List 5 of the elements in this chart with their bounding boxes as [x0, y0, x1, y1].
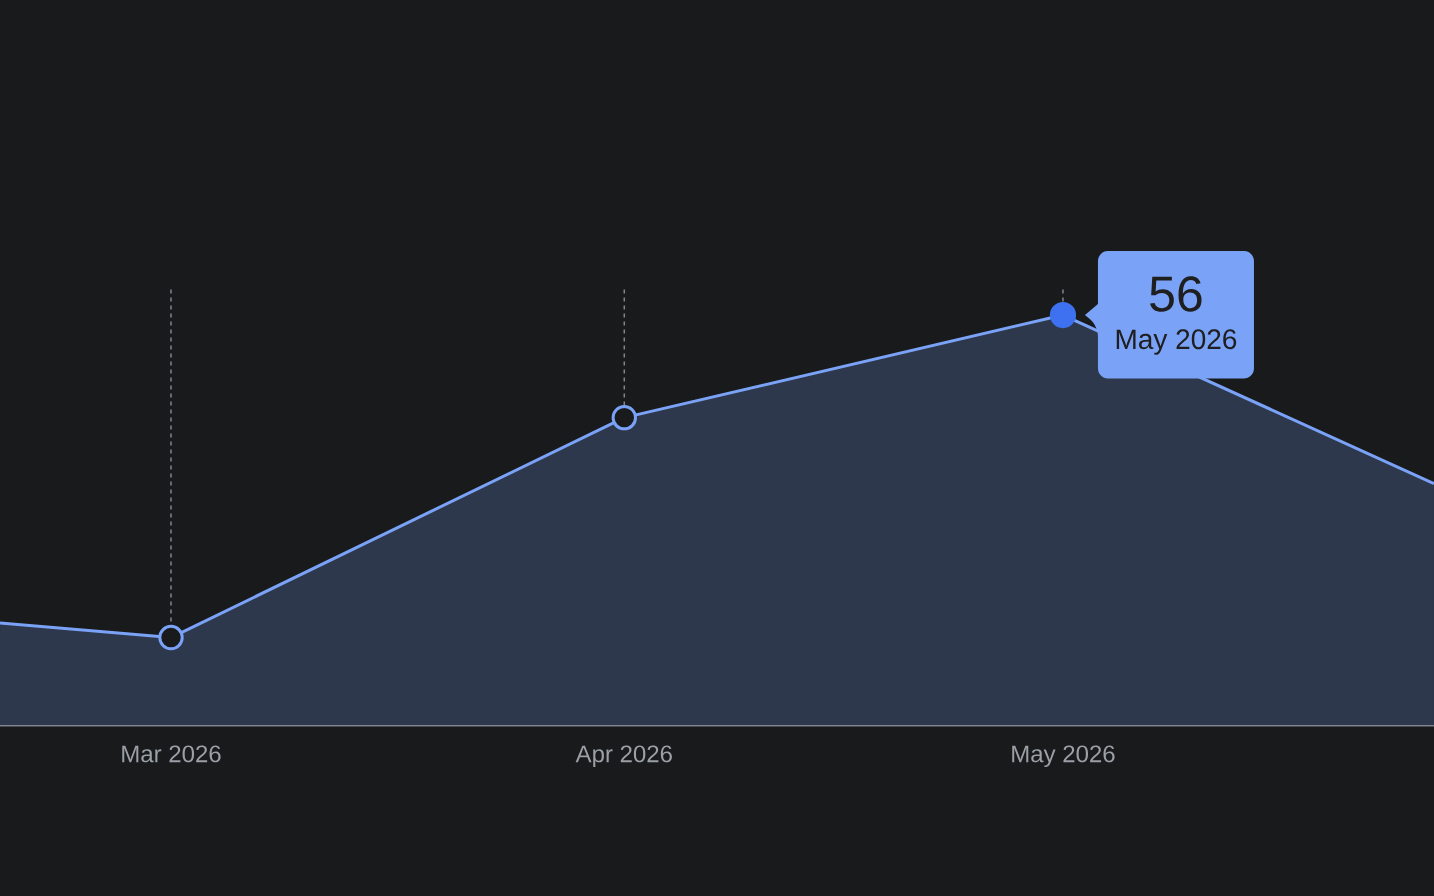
- annotation: May 2026: [1116, 329, 1237, 355]
- data-label: 56: [1150, 276, 1202, 312]
- x-tick-label: Mar 2026: [122, 745, 221, 763]
- x-tick-label: May 2026: [1012, 745, 1115, 768]
- x-tick-label: Apr 2026: [575, 745, 672, 768]
